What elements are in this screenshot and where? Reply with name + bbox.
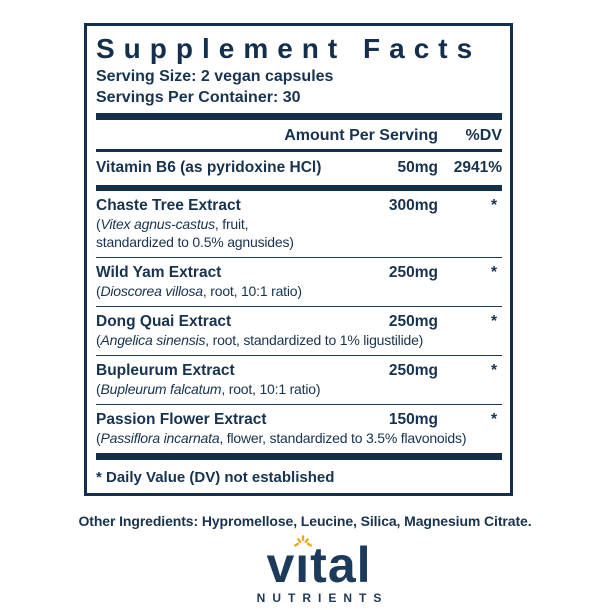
latin-name: Vitex agnus-castus — [100, 216, 215, 232]
row-passion-flower: Passion Flower Extract 150mg * (Passiflo… — [96, 405, 502, 451]
divider-thick-mid — [96, 185, 502, 191]
divider-medium — [96, 149, 502, 152]
ingredient-name: Passion Flower Extract — [96, 411, 267, 428]
dv-footnote: * Daily Value (DV) not established — [96, 469, 335, 486]
row-vitamin-b6: Vitamin B6 (as pyridoxine HCl) 50mg 2941… — [96, 152, 502, 185]
latin-name: Passiflora incarnata — [100, 430, 220, 446]
ingredient-amount: 250mg — [388, 264, 438, 281]
ingredient-dv: 2941% — [453, 159, 502, 176]
vital-nutrients-logo: vital NUTRIENTS — [0, 535, 610, 607]
servings-per-container: Servings Per Container: 30 — [96, 89, 301, 106]
sun-icon — [294, 535, 313, 547]
column-headers: Amount Per Serving %DV — [96, 120, 502, 149]
ingredient-description: (Angelica sinensis, root, standardized t… — [96, 332, 424, 348]
latin-name: Bupleurum falcatum — [100, 381, 222, 397]
row-bupleurum: Bupleurum Extract 250mg * (Bupleurum fal… — [96, 356, 502, 405]
other-ingredients: Other Ingredients: Hypromellose, Leucine… — [78, 513, 532, 529]
divider-thick-bottom — [96, 453, 502, 460]
serving-size: Serving Size: 2 vegan capsules — [96, 68, 334, 85]
ingredient-name: Chaste Tree Extract — [96, 197, 241, 214]
ingredient-dv: * — [490, 411, 497, 428]
ingredient-name: Vitamin B6 (as pyridoxine HCl) — [96, 159, 322, 176]
ingredient-name: Wild Yam Extract — [96, 264, 222, 281]
ingredient-description: (Passiflora incarnata, flower, standardi… — [96, 430, 467, 446]
row-dong-quai: Dong Quai Extract 250mg * (Angelica sine… — [96, 307, 502, 356]
ingredient-amount: 250mg — [388, 313, 438, 330]
ingredient-dv: * — [490, 264, 497, 281]
header-percent-dv: %DV — [465, 127, 502, 144]
ingredient-amount: 50mg — [397, 159, 439, 176]
row-chaste-tree: Chaste Tree Extract 300mg * (Vitex agnus… — [96, 191, 502, 258]
ingredient-name: Bupleurum Extract — [96, 362, 235, 379]
panel-title: Supplement Facts — [96, 33, 482, 64]
latin-name: Angelica sinensis — [100, 332, 206, 348]
ingredient-amount: 150mg — [388, 411, 438, 428]
header-amount-per-serving: Amount Per Serving — [284, 127, 438, 144]
ingredient-description: (Dioscorea villosa, root, 10:1 ratio) — [96, 283, 302, 299]
logo-subword: NUTRIENTS — [256, 591, 389, 605]
ingredient-description: (Bupleurum falcatum, root, 10:1 ratio) — [96, 381, 321, 397]
logo-wordmark: vital — [266, 537, 372, 593]
ingredient-dv: * — [490, 362, 497, 379]
supplement-facts-panel: Supplement Facts Serving Size: 2 vegan c… — [84, 23, 513, 496]
ingredient-name: Dong Quai Extract — [96, 313, 232, 330]
ingredient-dv: * — [490, 197, 497, 214]
row-wild-yam: Wild Yam Extract 250mg * (Dioscorea vill… — [96, 258, 502, 307]
latin-name: Dioscorea villosa — [100, 283, 203, 299]
ingredient-amount: 250mg — [388, 362, 438, 379]
ingredient-description: (Vitex agnus-castus, fruit, — [96, 216, 249, 232]
ingredient-dv: * — [490, 313, 497, 330]
ingredient-description-line2: standardized to 0.5% agnusides) — [96, 234, 294, 250]
ingredient-amount: 300mg — [388, 197, 438, 214]
divider-thick-top — [96, 113, 502, 120]
